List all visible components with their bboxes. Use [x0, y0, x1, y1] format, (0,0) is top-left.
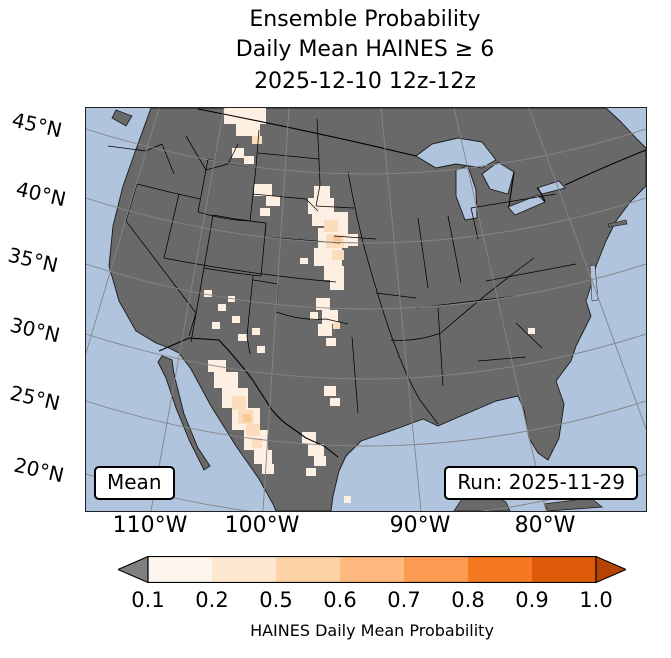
lat-tick-label-35n: 35°N: [5, 242, 61, 278]
map-canvas: [86, 108, 646, 511]
lake-superior: [415, 137, 497, 169]
colorbar-segment: [148, 556, 212, 583]
meridian-120w: [86, 108, 160, 355]
lat-tick-label-45n: 45°N: [9, 107, 65, 143]
lat-tick-label-25n: 25°N: [7, 380, 63, 416]
colorbar: [118, 556, 626, 583]
lon-tick-label-100w: 100°W: [224, 513, 300, 538]
cuba: [543, 497, 604, 511]
mean-label-box: Mean: [94, 466, 175, 500]
colorbar-tick-label: 0.9: [515, 588, 549, 612]
great-lakes: [415, 137, 566, 221]
prob-region-new-mexico-west-texas: [310, 298, 340, 406]
mean-label: Mean: [107, 470, 162, 494]
colorbar-segment: [212, 556, 276, 583]
prob-region-mexico-east: [302, 432, 351, 503]
meridian-90w: [380, 108, 422, 511]
colorbar-segment: [276, 556, 340, 583]
colorbar-tick-label: 0.1: [131, 588, 165, 612]
prob-region-montana-wyoming: [232, 148, 280, 216]
lon-tick-label-110w: 110°W: [112, 513, 188, 538]
country-borders: [158, 108, 646, 458]
lake-michigan: [455, 165, 478, 221]
colorbar-tick-label: 0.6: [323, 588, 357, 612]
map-panel: Mean Run: 2025-11-29: [85, 107, 647, 512]
colorbar-segment: [404, 556, 468, 583]
title-line-1: Ensemble Probability: [249, 7, 481, 32]
probability-shading: [204, 108, 535, 503]
parallel-25n: [86, 400, 646, 447]
colorbar-tick-label: 1.0: [579, 588, 613, 612]
parallel-45n: [86, 128, 646, 175]
colorbar-tick-label: 0.5: [259, 588, 293, 612]
lat-tick-label-20n: 20°N: [11, 452, 67, 488]
baja-california: [157, 355, 211, 471]
vancouver-island: [111, 109, 133, 127]
colorbar-segment: [532, 556, 596, 583]
colorbar-segment: [340, 556, 404, 583]
long-island: [607, 219, 628, 228]
lon-tick-label-80w: 80°W: [514, 513, 576, 538]
title-line-3: 2025-12-10 12z-12z: [254, 69, 476, 94]
lake-erie: [507, 194, 546, 216]
colorbar-tick-label: 0.7: [387, 588, 421, 612]
colorbar-over-arrow: [595, 556, 626, 583]
colorbar-segment: [468, 556, 532, 583]
parallel-35n: [86, 263, 646, 310]
lon-tick-label-90w: 90°W: [389, 513, 451, 538]
parallel-40n: [86, 197, 646, 244]
colorbar-axis-label: HAINES Daily Mean Probability: [250, 621, 494, 640]
parallel-30n: [86, 333, 646, 380]
run-label: Run: 2025-11-29: [457, 470, 625, 494]
run-label-box: Run: 2025-11-29: [444, 466, 638, 500]
meridian-110w: [150, 108, 225, 511]
colorbar-tick-label: 0.2: [195, 588, 229, 612]
prob-region-southeast-spot: [528, 328, 535, 334]
meridian-70w: [528, 108, 646, 431]
title-line-2: Daily Mean HAINES ≥ 6: [235, 37, 495, 62]
colorbar-tick-label: 0.8: [451, 588, 485, 612]
lat-tick-label-30n: 30°N: [7, 312, 63, 348]
meridian-80w: [453, 108, 547, 511]
meridian-100w: [262, 108, 290, 511]
lat-tick-label-40n: 40°N: [13, 176, 69, 212]
colorbar-under-arrow: [118, 556, 149, 583]
